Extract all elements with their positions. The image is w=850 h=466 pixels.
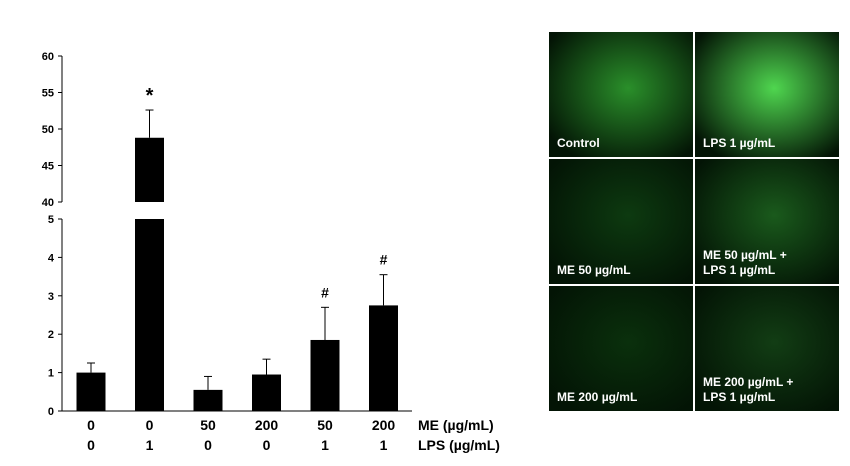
significance-mark: * [146, 85, 154, 107]
significance-mark: # [321, 284, 329, 300]
x-category-label: 0 [204, 437, 212, 453]
x-category-label: 1 [146, 437, 154, 453]
y-tick-label: 45 [42, 161, 54, 173]
x-row-label: ME (µg/mL) [418, 417, 494, 433]
y-tick-label: 60 [42, 51, 54, 63]
x-category-label: 50 [317, 417, 333, 433]
chart-labels: * # #0 0 50 200 50 200 ME (µg/mL) 0 1 0 0 1 1 LPS (µg/m… [87, 85, 500, 453]
x-category-label: 1 [321, 437, 329, 453]
bar [135, 219, 164, 411]
significance-mark: # [380, 252, 388, 268]
y-tick-label: 4 [48, 252, 55, 264]
x-category-label: 0 [87, 437, 95, 453]
y-tick-label: 0 [48, 406, 54, 418]
micrograph-label: LPS 1 µg/mL [703, 136, 776, 150]
y-tick-label: 5 [48, 214, 54, 226]
y-tick-label: 50 [42, 124, 54, 136]
bar [76, 372, 106, 411]
micrograph-panel: Control [549, 32, 693, 157]
x-category-label: 0 [263, 437, 271, 453]
micrograph-panel: LPS 1 µg/mL [695, 32, 839, 157]
bar [252, 374, 281, 411]
x-category-label: 1 [380, 437, 388, 453]
bar [310, 339, 340, 411]
y-tick-label: 40 [42, 197, 54, 209]
x-category-label: 0 [87, 417, 95, 433]
x-category-label: 0 [146, 417, 154, 433]
y-tick-label: 1 [48, 368, 54, 380]
micrograph-label: ME 50 µg/mL [557, 263, 631, 277]
chart-bars [76, 109, 398, 411]
micrograph-panel: ME 50 µg/mL [549, 159, 693, 284]
micrograph-panel: ME 200 µg/mL + LPS 1 µg/mL [695, 286, 839, 411]
micrograph-label: ME 200 µg/mL + LPS 1 µg/mL [703, 375, 794, 404]
micrograph-panel: ME 200 µg/mL [549, 286, 693, 411]
bar [369, 305, 398, 411]
x-category-label: 50 [200, 417, 216, 433]
bar [135, 137, 164, 202]
y-tick-label: 2 [48, 329, 54, 341]
micrograph-label: Control [557, 136, 600, 150]
bar [193, 389, 223, 411]
micrograph-label: ME 50 µg/mL + LPS 1 µg/mL [703, 248, 787, 277]
x-category-label: 200 [372, 417, 396, 433]
micrograph-grid: Control LPS 1 µg/mL ME 50 µg/mL ME 50 µg/mL… [549, 32, 840, 411]
x-row-label: LPS (µg/mL) [418, 437, 500, 453]
y-tick-label: 55 [42, 88, 54, 100]
micrograph-panel: ME 50 µg/mL + LPS 1 µg/mL [695, 159, 839, 284]
y-tick-label: 3 [48, 291, 54, 303]
x-category-label: 200 [255, 417, 279, 433]
micrograph-label: ME 200 µg/mL [557, 390, 638, 404]
